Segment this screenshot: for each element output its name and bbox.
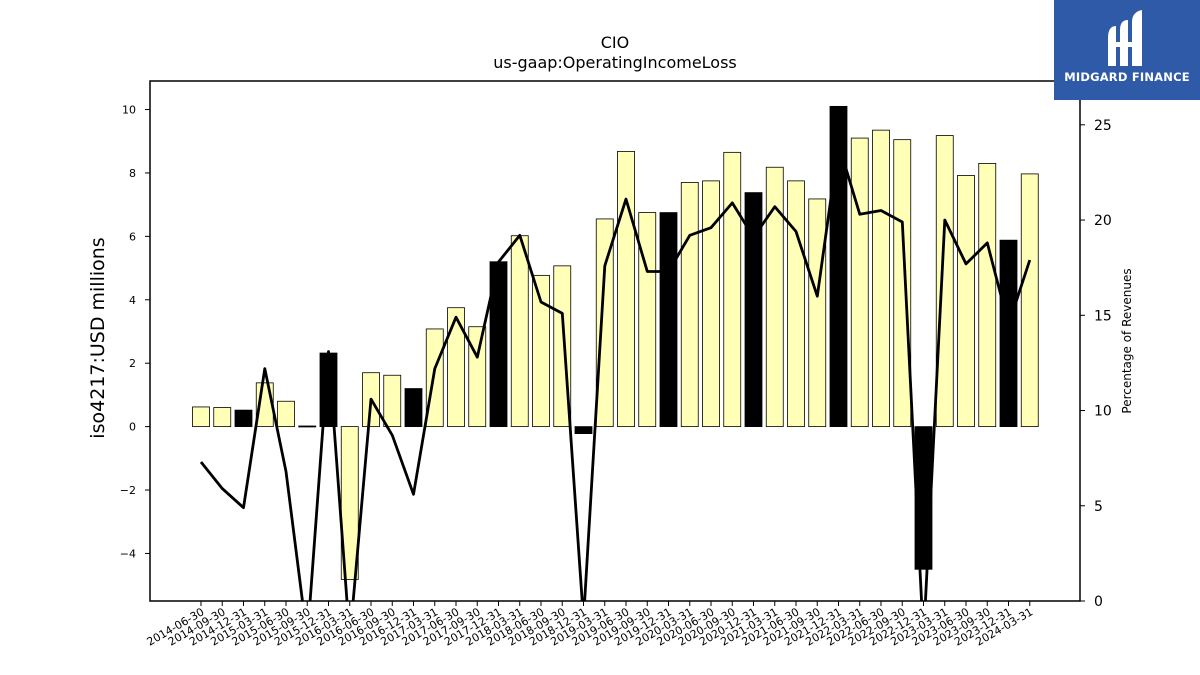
bar-2018-06-30	[532, 274, 550, 428]
bar-2020-12-31	[744, 192, 763, 428]
y-tick-label: 10	[122, 104, 136, 117]
bar-2017-06-30	[447, 307, 465, 428]
y-tick-label: 8	[129, 167, 136, 180]
bar-2014-09-30	[213, 407, 232, 428]
bar-2023-12-31	[999, 239, 1018, 428]
bar-2015-06-30	[277, 400, 295, 428]
y2-tick-label: 15	[1094, 308, 1112, 324]
bar-2014-06-30	[192, 406, 210, 428]
bar-2023-06-30	[957, 175, 975, 428]
y2-tick-label: 20	[1094, 213, 1112, 229]
y-tick-label: 4	[129, 294, 136, 307]
plot-frame	[149, 80, 1081, 602]
bar-2021-09-30	[808, 198, 827, 428]
y2-tick-label: 25	[1094, 118, 1112, 134]
y-tick-label: 6	[129, 230, 136, 243]
bar-2015-09-30	[298, 425, 317, 428]
chart-subtitle: us-gaap:OperatingIncomeLoss	[493, 53, 737, 72]
midgard-logo-icon	[1108, 10, 1142, 66]
line-layer	[199, 142, 1032, 601]
bar-2016-03-31	[340, 426, 359, 580]
bar-2016-12-31	[404, 388, 423, 428]
y2-axis-label: Percentage of Revenues	[1120, 268, 1134, 413]
y2-tick-label: 0	[1094, 594, 1103, 610]
logo-text: MIDGARD FINANCE	[1064, 70, 1190, 84]
bar-2019-03-31	[595, 218, 614, 428]
y-axis-label: iso4217:USD millions	[87, 237, 109, 438]
bar-2024-03-31	[1020, 173, 1039, 428]
bar-2018-03-31	[510, 235, 529, 428]
y-tick-label: 2	[129, 357, 136, 370]
y-tick-label: −2	[120, 484, 136, 497]
bar-2022-06-30	[872, 129, 890, 428]
brand-logo: MIDGARD FINANCE	[1054, 0, 1200, 100]
bar-2020-03-31	[680, 182, 699, 428]
y-tick-label: 0	[129, 421, 136, 434]
x-ticks: 2014-06-302014-09-302014-12-312015-03-31…	[145, 601, 1035, 649]
bar-2021-12-31	[829, 105, 848, 428]
bar-2020-06-30	[702, 180, 720, 428]
bar-2019-09-30	[638, 212, 657, 428]
bar-2014-12-31	[234, 409, 253, 428]
bar-2021-06-30	[787, 180, 805, 428]
bar-2022-09-30	[893, 139, 912, 428]
y-tick-label: −4	[120, 547, 136, 560]
bar-2023-09-30	[978, 163, 997, 428]
y2-ticks: 0 5 10 15 20 25	[1080, 118, 1112, 610]
bars-layer	[192, 105, 1039, 580]
bar-2018-12-31	[574, 426, 593, 434]
bar-2020-09-30	[723, 151, 742, 428]
bar-2023-03-31	[935, 135, 954, 428]
chart-title: CIO	[601, 33, 629, 52]
y-ticks: −4 −2 0 2 4 6 8 10	[120, 104, 150, 560]
y2-tick-label: 5	[1094, 499, 1103, 515]
bar-2021-03-31	[765, 166, 784, 428]
y2-tick-label: 10	[1094, 404, 1112, 420]
bar-2017-09-30	[468, 326, 487, 428]
bar-2016-09-30	[383, 374, 402, 428]
bar-2019-06-30	[617, 150, 635, 428]
percentage-line	[199, 142, 1032, 601]
bar-2019-12-31	[659, 212, 678, 428]
bar-2022-03-31	[850, 137, 869, 428]
